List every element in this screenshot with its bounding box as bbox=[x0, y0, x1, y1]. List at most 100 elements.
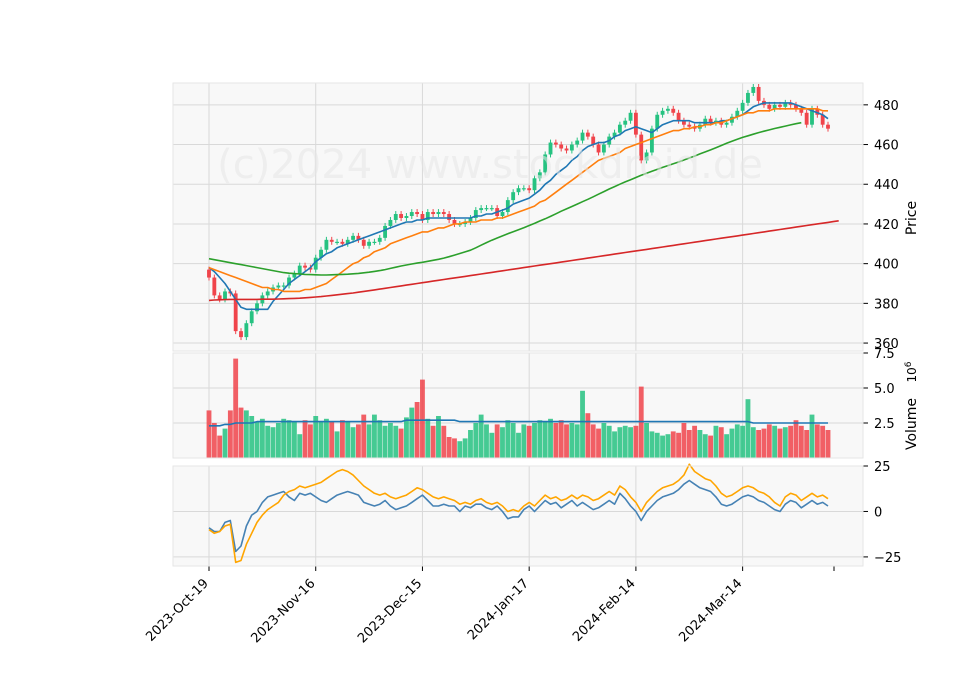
candle-body bbox=[287, 277, 291, 286]
price-panel-bg bbox=[173, 83, 863, 351]
volume-bar bbox=[521, 424, 527, 458]
candle-body bbox=[575, 140, 580, 145]
volume-bar bbox=[259, 418, 265, 458]
volume-bar bbox=[238, 407, 244, 458]
candle-body bbox=[335, 241, 339, 244]
candle-body bbox=[751, 86, 756, 93]
volume-tick-label: 5.0 bbox=[874, 382, 895, 397]
volume-bar bbox=[249, 416, 255, 458]
panel-frame bbox=[172, 465, 864, 567]
volume-bar bbox=[537, 420, 543, 458]
candle-body bbox=[436, 212, 441, 215]
candle-body bbox=[249, 311, 254, 324]
candle-body bbox=[297, 265, 302, 274]
x-tick-label: 2023-Oct-19 bbox=[143, 576, 211, 644]
candle-body bbox=[730, 116, 734, 123]
candle-body bbox=[212, 277, 217, 296]
volume-bar bbox=[542, 421, 548, 458]
candle-body bbox=[223, 291, 227, 300]
price-line-ma_mid bbox=[208, 108, 828, 293]
candle-body bbox=[377, 237, 382, 242]
candle-body bbox=[676, 112, 681, 121]
volume-bar bbox=[313, 416, 319, 458]
price-axis-label: Price bbox=[904, 201, 920, 235]
candle-body bbox=[527, 188, 532, 191]
price-tick-label: 420 bbox=[874, 218, 899, 233]
volume-bar bbox=[372, 414, 377, 458]
candle-body bbox=[420, 214, 425, 220]
candle-body bbox=[244, 323, 249, 338]
price-tick-label: 480 bbox=[874, 99, 899, 114]
volume-bar bbox=[718, 427, 724, 458]
volume-bar bbox=[820, 425, 826, 458]
candle-body bbox=[569, 144, 574, 151]
candle-body bbox=[628, 112, 633, 121]
volume-bar bbox=[478, 414, 484, 458]
volume-bar bbox=[489, 432, 495, 458]
volume-bar bbox=[606, 425, 612, 458]
candle-body bbox=[623, 120, 628, 125]
price-tick-label: 380 bbox=[874, 297, 899, 312]
candle-body bbox=[826, 124, 830, 129]
volume-bar bbox=[446, 437, 452, 458]
volume-bar bbox=[350, 427, 356, 458]
candle-body bbox=[313, 257, 318, 270]
volume-bar bbox=[441, 425, 447, 458]
volume-bar bbox=[457, 441, 463, 458]
volume-bar bbox=[494, 424, 500, 458]
watermark: (c)2024 www.stockdroid.de bbox=[217, 142, 763, 188]
volume-bar bbox=[265, 425, 271, 458]
volume-bar bbox=[436, 416, 441, 458]
candle-body bbox=[714, 120, 718, 123]
price-tick-label: 460 bbox=[874, 139, 899, 154]
candle-body bbox=[612, 132, 617, 137]
volume-bar bbox=[211, 423, 217, 458]
candle-body bbox=[473, 210, 478, 218]
volume-bar bbox=[708, 435, 714, 458]
volume-bar bbox=[393, 425, 399, 458]
volume-bar bbox=[686, 430, 692, 458]
candle-body bbox=[799, 108, 804, 113]
candle-body bbox=[671, 108, 676, 113]
candle-body bbox=[617, 124, 622, 133]
candle-body bbox=[351, 235, 355, 240]
price-tick-label: 440 bbox=[874, 178, 899, 193]
candle-body bbox=[553, 142, 558, 145]
volume-bar bbox=[692, 425, 698, 458]
candle-body bbox=[548, 142, 553, 155]
candle-body bbox=[239, 331, 243, 338]
volume-bar bbox=[323, 418, 329, 458]
candle-body bbox=[788, 102, 793, 105]
oscillator-line-line_b bbox=[208, 463, 829, 564]
candle-body bbox=[682, 120, 686, 125]
candle-body bbox=[452, 219, 457, 224]
candle-body bbox=[319, 249, 323, 258]
price-tick-label: 360 bbox=[874, 337, 899, 352]
volume-bar bbox=[243, 410, 249, 458]
candle-body bbox=[345, 239, 350, 244]
candle-body bbox=[447, 214, 452, 220]
volume-bar bbox=[782, 427, 788, 458]
candle-body bbox=[735, 110, 740, 117]
candle-body bbox=[633, 112, 638, 135]
oscillator-line-line_a bbox=[208, 479, 829, 553]
volume-bar bbox=[724, 434, 730, 458]
volume-bar bbox=[569, 423, 575, 458]
candle-body bbox=[500, 212, 505, 217]
candle-body bbox=[692, 126, 697, 129]
indicator-lines bbox=[208, 102, 839, 564]
candle-body bbox=[580, 132, 585, 141]
oscillator-tick-label: 25 bbox=[874, 460, 891, 475]
volume-bar bbox=[734, 424, 740, 458]
volume-bar bbox=[398, 428, 404, 458]
volume-bar bbox=[804, 430, 810, 458]
candlesticks bbox=[207, 83, 830, 341]
candle-body bbox=[516, 188, 521, 193]
candle-body bbox=[708, 118, 713, 123]
volume-bar bbox=[772, 425, 778, 458]
candle-body bbox=[639, 134, 644, 161]
volume-tick-label: 2.5 bbox=[874, 417, 895, 432]
candle-body bbox=[756, 86, 761, 101]
candle-body bbox=[468, 217, 473, 222]
volume-bar bbox=[286, 420, 292, 458]
